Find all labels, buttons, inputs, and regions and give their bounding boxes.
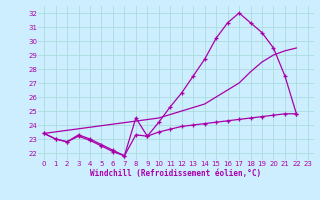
X-axis label: Windchill (Refroidissement éolien,°C): Windchill (Refroidissement éolien,°C) — [91, 169, 261, 178]
